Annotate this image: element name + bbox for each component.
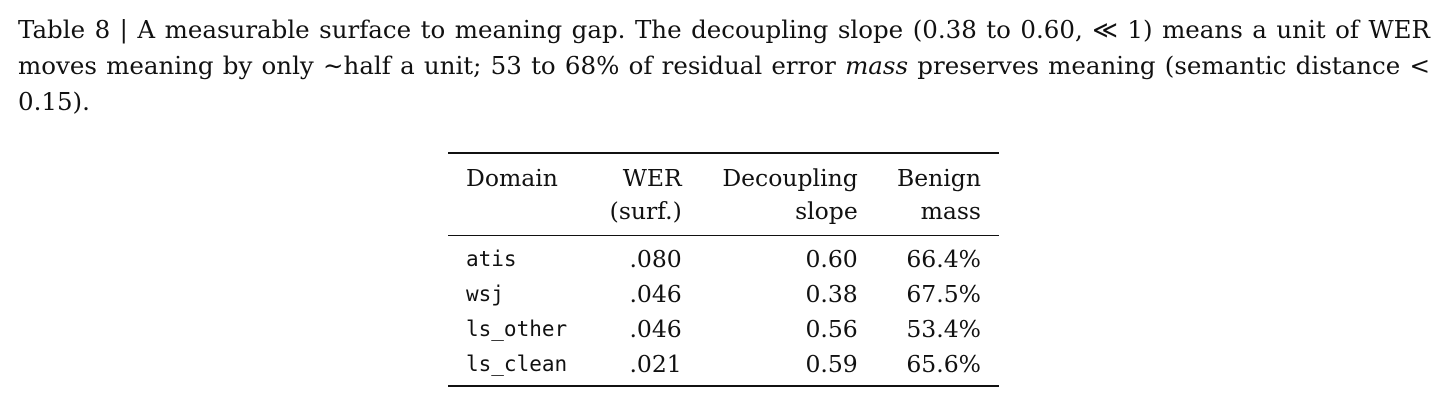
- caption-emphasis: mass: [845, 51, 909, 80]
- cell-slope: 0.56: [805, 315, 858, 343]
- results-table: Domain WER (surf.) Decoupling slope Beni…: [448, 152, 999, 387]
- cell-slope: 0.60: [805, 245, 858, 273]
- table-row: ls_other .046 0.56 53.4%: [448, 312, 999, 347]
- cell-benign: 66.4%: [906, 245, 981, 273]
- cell-slope: 0.38: [805, 280, 858, 308]
- cell-wer: .046: [629, 280, 682, 308]
- cell-benign: 65.6%: [906, 350, 981, 378]
- header-benign-mass: Benign mass: [876, 153, 999, 236]
- header-slope-line1: Decoupling: [722, 164, 858, 192]
- cell-wer: .046: [629, 315, 682, 343]
- header-row: Domain WER (surf.) Decoupling slope Beni…: [448, 153, 999, 236]
- header-domain: Domain: [448, 153, 589, 236]
- cell-benign: 67.5%: [906, 280, 981, 308]
- cell-domain: ls_other: [466, 317, 568, 341]
- header-wer-line1: WER: [622, 164, 682, 192]
- header-decoupling-slope: Decoupling slope: [700, 153, 876, 236]
- header-wer: WER (surf.): [589, 153, 700, 236]
- cell-slope: 0.59: [805, 350, 858, 378]
- caption-text-end: preserves meaning (semantic distance < 0…: [18, 51, 1431, 116]
- table-body: atis .080 0.60 66.4% wsj .046 0.38 67.5%…: [448, 235, 999, 386]
- cell-domain: atis: [466, 247, 517, 271]
- results-table-container: Domain WER (surf.) Decoupling slope Beni…: [448, 152, 999, 387]
- caption-text-start: Table 8 | A measurable surface to meanin…: [18, 15, 1430, 80]
- cell-wer: .021: [629, 350, 682, 378]
- cell-wer: .080: [629, 245, 682, 273]
- table-row: wsj .046 0.38 67.5%: [448, 277, 999, 312]
- header-wer-line2: (surf.): [609, 197, 682, 225]
- table-header: Domain WER (surf.) Decoupling slope Beni…: [448, 153, 999, 236]
- table-row: atis .080 0.60 66.4%: [448, 235, 999, 278]
- header-slope-line2: slope: [795, 197, 858, 225]
- cell-domain: ls_clean: [466, 352, 568, 376]
- table-row: ls_clean .021 0.59 65.6%: [448, 347, 999, 386]
- cell-domain: wsj: [466, 282, 504, 306]
- table-caption: Table 8 | A measurable surface to meanin…: [18, 12, 1430, 120]
- cell-benign: 53.4%: [906, 315, 981, 343]
- header-domain-line1: Domain: [466, 164, 558, 192]
- header-benign-line1: Benign: [896, 164, 981, 192]
- header-benign-line2: mass: [920, 197, 981, 225]
